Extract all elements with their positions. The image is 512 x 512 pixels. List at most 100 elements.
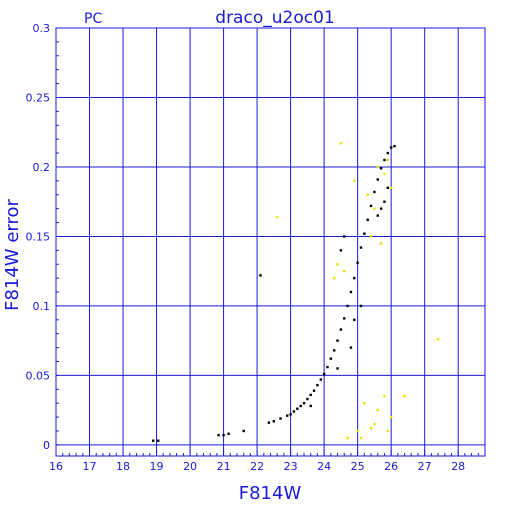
data-point-black [349,346,353,349]
x-tick-label: 19 [150,460,164,473]
data-point-black [376,178,379,181]
y-tick-label: 0.3 [33,22,51,35]
data-point-yellow [383,172,386,176]
data-point-black [157,439,160,442]
x-tick-label: 24 [317,460,331,473]
data-point-black [359,304,363,308]
data-point-yellow [383,395,386,398]
data-point-black [272,420,276,423]
data-point-yellow [363,401,366,405]
data-point-black [227,432,230,435]
y-tick-label: 0.15 [26,230,51,243]
data-point-black [383,158,386,162]
x-tick-label: 18 [116,460,130,473]
x-tick-label: 20 [183,460,197,473]
data-point-black [343,235,346,238]
data-point-black [383,200,386,203]
data-point-black [353,318,356,322]
y-tick-label: 0.05 [26,369,51,382]
data-point-yellow [353,179,356,183]
data-point-black [379,167,383,170]
data-point-yellow [343,269,346,273]
data-point-yellow [346,436,349,440]
data-point-black [336,367,339,370]
x-tick-label: 23 [284,460,298,473]
data-point-black [217,433,220,437]
x-tick-label: 27 [418,460,432,473]
data-point-black [353,276,356,280]
data-point-black [339,328,343,331]
data-point-yellow [376,408,379,412]
data-point-black [322,372,326,376]
data-point-black [289,413,292,416]
x-tick-label: 22 [250,460,264,473]
data-point-black [363,232,366,235]
x-tick-label: 17 [83,460,97,473]
grid-layer [55,27,486,456]
data-point-yellow [386,429,390,433]
data-point-black [151,439,155,442]
chart-title: draco_u2oc01 [215,8,334,28]
data-point-black [259,274,262,277]
data-point-yellow [379,242,383,245]
data-point-yellow [276,215,279,219]
data-point-black [242,429,245,433]
x-tick-label: 16 [49,460,63,473]
data-point-black [373,190,376,194]
data-point-yellow [389,415,393,419]
data-point-black [339,249,343,252]
data-point-black [386,186,390,190]
y-tick-label: 0.2 [33,161,51,174]
data-point-black [306,397,309,401]
data-point-black [302,401,306,405]
corner-label: PC [84,11,102,27]
data-point-black [346,304,349,308]
x-tick-label: 25 [351,460,365,473]
data-point-black [286,414,289,417]
data-point-yellow [373,422,376,426]
data-point-black [379,207,383,210]
data-point-yellow [336,263,339,266]
data-point-black [316,383,319,387]
data-point-black [336,339,339,342]
data-point-yellow [359,436,363,440]
data-point-black [386,151,390,155]
data-point-yellow [356,429,359,433]
points-layer [151,142,440,442]
data-point-black [222,433,225,437]
data-point-yellow [386,158,390,162]
y-tick-label: 0.1 [33,300,51,313]
data-point-black [309,404,312,408]
data-point-black [267,421,271,424]
data-point-black [343,317,346,320]
data-point-yellow [369,235,373,238]
x-tick-label: 26 [384,460,398,473]
data-point-yellow [403,395,406,398]
data-point-black [376,214,379,217]
data-point-black [312,389,316,392]
data-point-yellow [332,276,336,280]
data-point-yellow [366,193,369,196]
data-point-black [296,407,299,410]
x-tick-label: 28 [451,460,465,473]
data-point-black [369,204,373,208]
data-point-black [309,393,312,397]
data-point-black [389,146,393,149]
y-tick-label: 0.25 [26,91,51,104]
data-point-black [359,246,363,249]
plot-frame [55,27,486,457]
data-point-yellow [369,427,373,430]
data-point-black [279,417,282,420]
data-point-black [349,290,353,294]
data-point-yellow [436,338,440,341]
data-point-yellow [376,165,379,169]
data-point-black [319,378,322,381]
data-point-yellow [373,207,376,210]
data-point-yellow [339,142,343,145]
y-axis-label: F814W error [2,199,23,311]
x-tick-label: 21 [217,460,231,473]
tick-labels: 16 17 18 19 20 21 22 23 24 25 26 27 28 0 0.05 0.1 0.15 0.… [26,22,466,473]
y-tick-label: 0 [43,439,50,452]
data-point-black [299,404,302,408]
data-point-black [292,410,296,413]
